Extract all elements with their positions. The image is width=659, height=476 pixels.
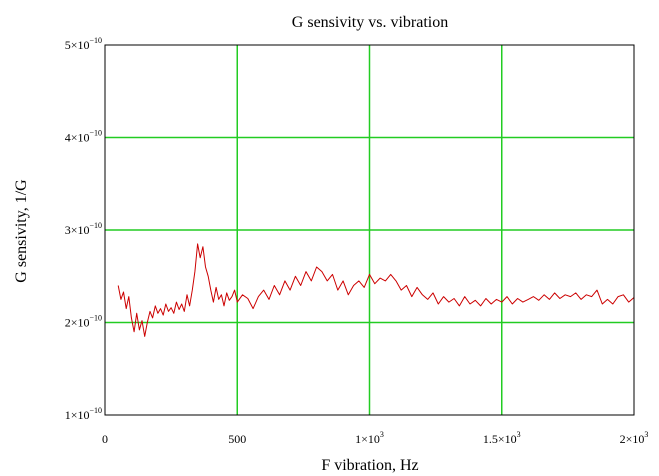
series-line-0 [117,243,635,337]
x-tick-label-1: 500 [228,432,246,446]
y-tick-label-0: 1×10−10 [65,406,102,422]
series-group [117,243,635,337]
y-tick-label-3: 4×10−10 [65,129,102,145]
y-tick-label-1: 2×10−10 [65,314,102,330]
y-tick-labels: 1×10−10 2×10−10 3×10−10 4×10−10 5×10−10 [65,36,102,422]
y-tick-label-4: 5×10−10 [65,36,102,52]
x-tick-label-4: 2×103 [620,430,649,446]
x-tick-label-3: 1.5×103 [483,430,521,446]
x-tick-labels: 0 500 1×103 1.5×103 2×103 [102,430,648,446]
plot-frame [104,44,635,416]
y-axis-label: G sensivity, 1/G [13,179,30,283]
x-tick-label-2: 1×103 [355,430,384,446]
grid [105,45,634,415]
chart-title: G sensivity vs. vibration [292,14,448,31]
x-axis-label: F vibration, Hz [321,457,418,474]
y-tick-label-2: 3×10−10 [65,221,102,237]
x-tick-label-0: 0 [102,432,108,446]
